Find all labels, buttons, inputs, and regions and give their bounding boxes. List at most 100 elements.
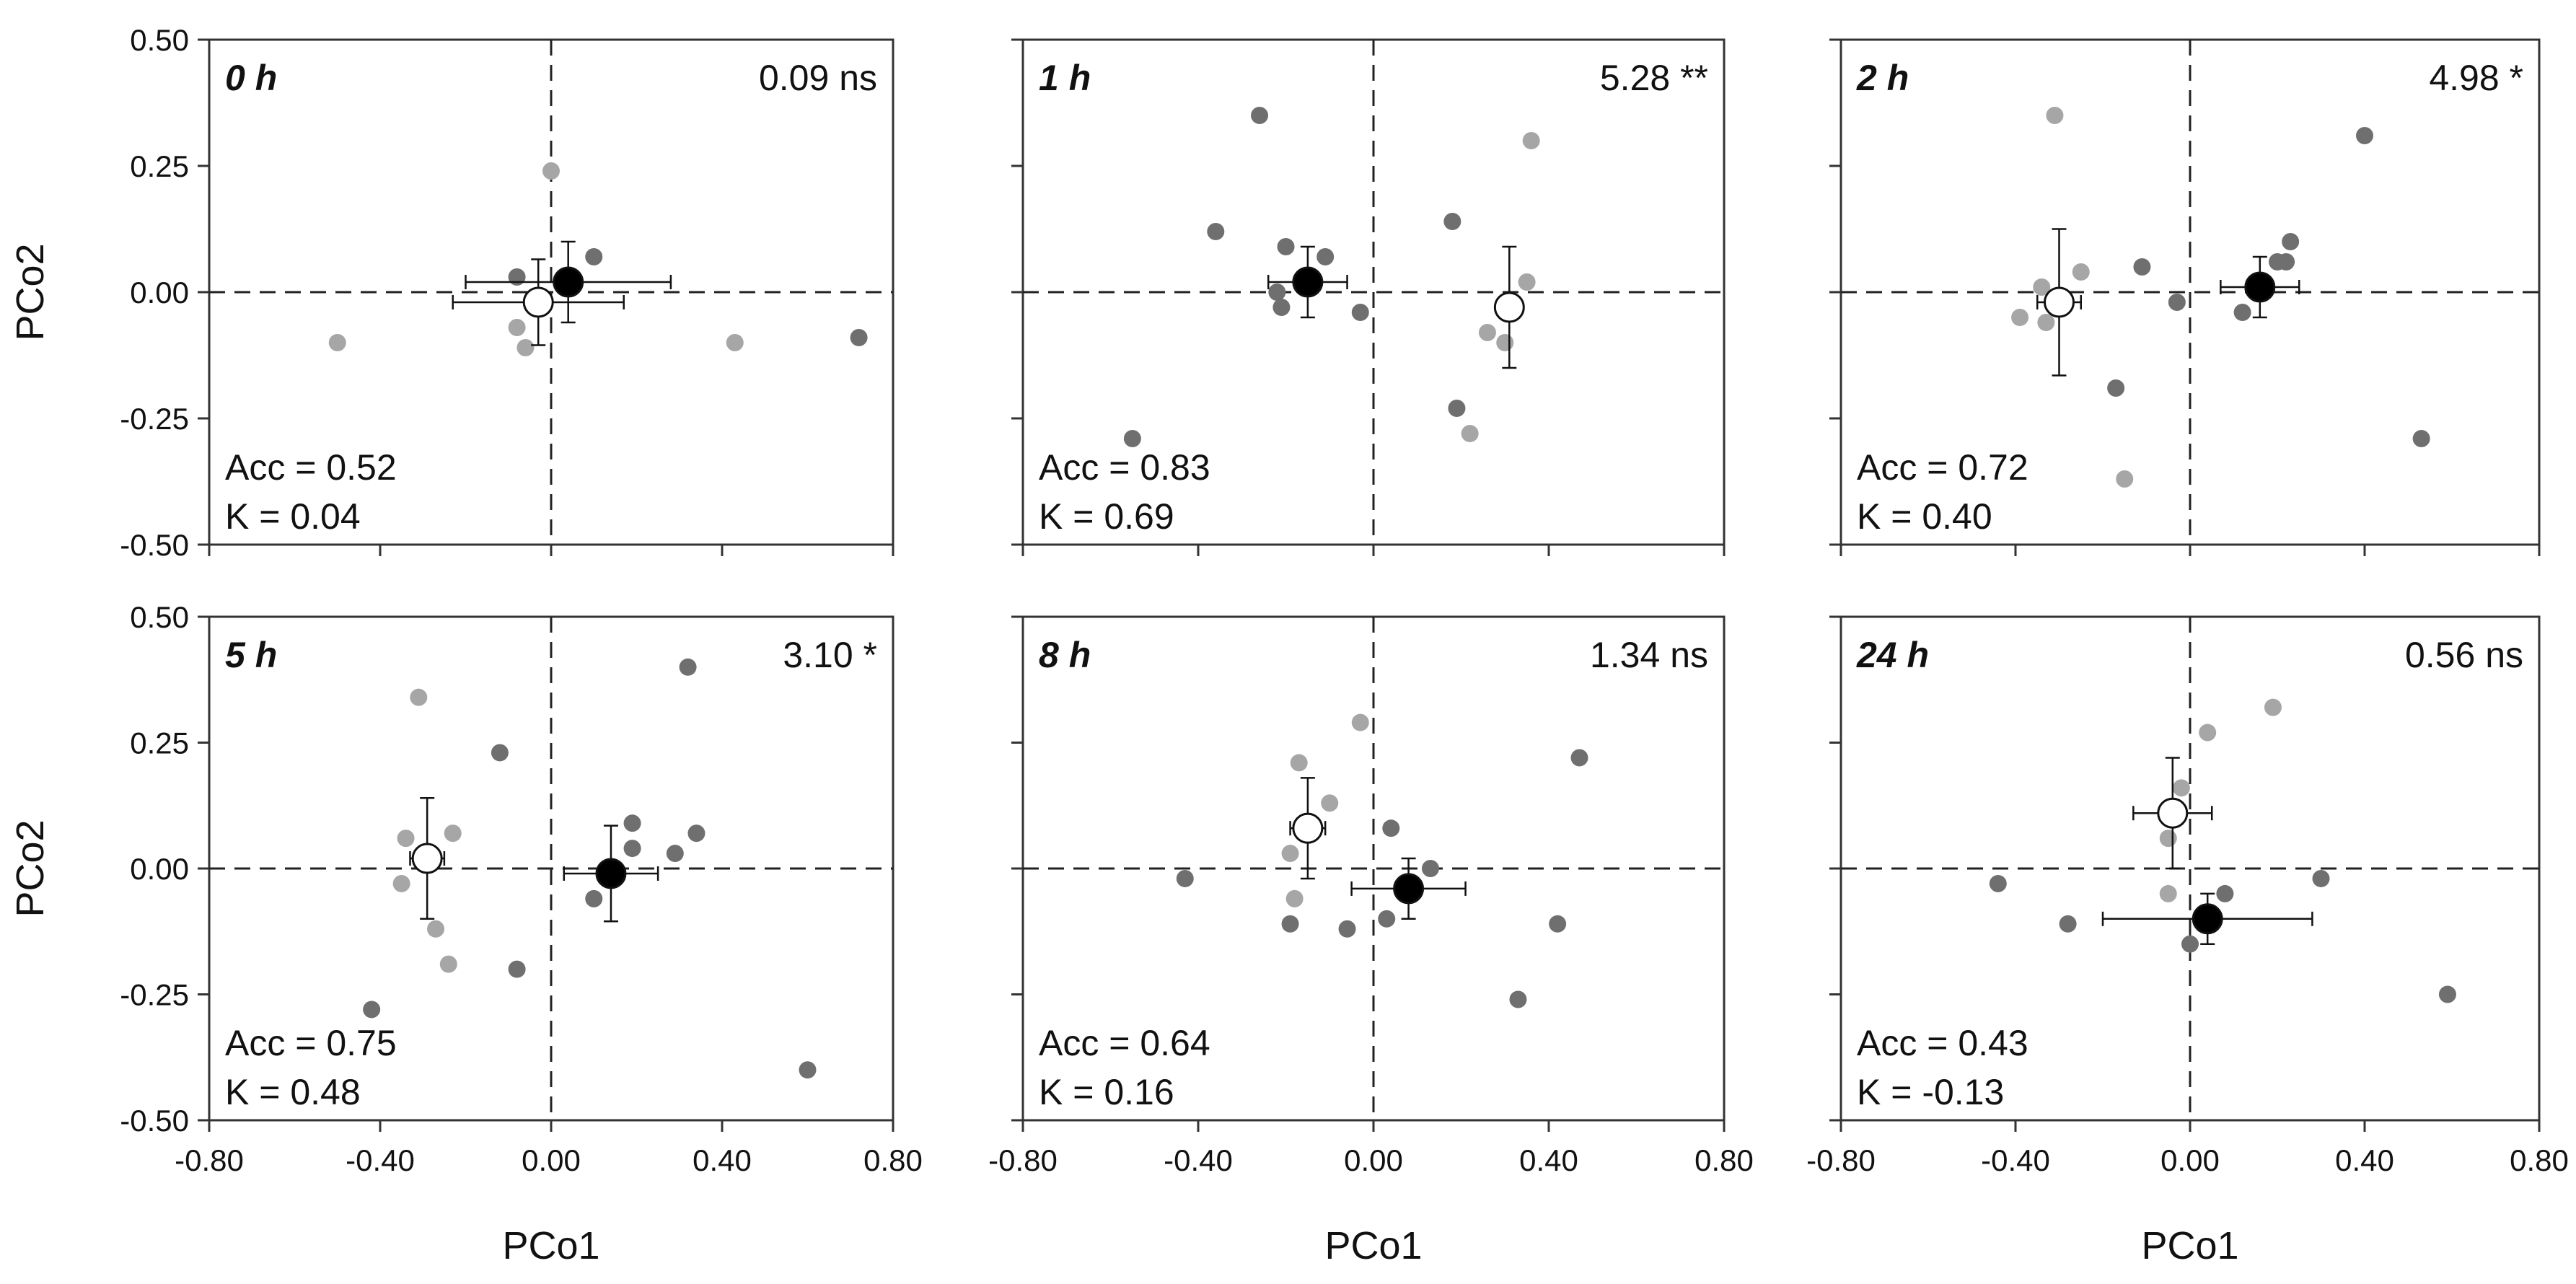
panel-3-x-tick-label: 0.00 (522, 1143, 581, 1177)
panel-2-point-light (2011, 309, 2029, 326)
panel-4-point-dark (1549, 915, 1567, 933)
panel-4-point-dark (1382, 819, 1400, 837)
panel-5-x-tick-label: 0.00 (2160, 1143, 2220, 1177)
panel-2-point-dark (2133, 258, 2151, 276)
panel-3-title: 5 h (225, 635, 277, 675)
panel-0-kappa: K = 0.04 (225, 496, 361, 537)
panel-5-point-light (2159, 830, 2177, 848)
panel-2-point-light (2116, 470, 2134, 488)
panel-0-point-light (508, 319, 526, 336)
panel-3-kappa: K = 0.48 (225, 1072, 361, 1112)
panel-4-centroid-open-marker (1292, 812, 1324, 844)
panel-4-point-light (1321, 794, 1339, 812)
panel-4-point-dark (1509, 990, 1527, 1008)
panel-4-x-tick-label: -0.40 (1164, 1143, 1233, 1177)
panel-3-point-dark (363, 1001, 381, 1019)
panel-3-accuracy: Acc = 0.75 (225, 1023, 397, 1063)
panel-2-stat: 4.98 * (2429, 58, 2523, 98)
panel-2-title: 2 h (1856, 58, 1909, 98)
panel-5-point-dark (1989, 874, 2007, 892)
panel-4-point-dark (1338, 920, 1356, 938)
panel-4-accuracy: Acc = 0.64 (1039, 1023, 1210, 1063)
panel-5-point-dark (2059, 915, 2077, 933)
panel-2-point-light (2072, 263, 2090, 281)
panel-2-point-dark (2412, 430, 2430, 447)
panel-0-y-axis-label: PCo2 (9, 243, 52, 340)
panel-5-point-dark (2438, 985, 2456, 1003)
panel-5-point-dark (2312, 869, 2330, 887)
panel-2-point-dark (2233, 304, 2251, 321)
panel-1-point-dark (1277, 238, 1295, 255)
panel-3-x-tick-label: 0.40 (693, 1143, 752, 1177)
panel-3-y-tick-label: 0.50 (130, 600, 189, 634)
panel-4-x-tick-label: 0.00 (1344, 1143, 1403, 1177)
panel-4-x-tick-label: 0.80 (1694, 1143, 1754, 1177)
panel-3-point-dark (585, 889, 603, 907)
panel-1-point-dark (1123, 430, 1141, 447)
panel-3-x-tick-label: -0.80 (175, 1143, 244, 1177)
panel-1-point-dark (1268, 283, 1286, 301)
panel-3-x-axis-label: PCo1 (502, 1224, 599, 1267)
panel-4-point-light (1351, 713, 1369, 731)
panel-0-y-tick-label: 0.50 (130, 23, 189, 57)
panel-5-title: 24 h (1856, 635, 1929, 675)
panel-0-y-tick-label: -0.25 (120, 402, 189, 436)
panel-2-point-dark (2356, 127, 2373, 144)
panel-0-point-dark (850, 329, 868, 346)
panel-1-stat: 5.28 ** (1600, 58, 1708, 98)
panel-4-x-tick-label: 0.40 (1519, 1143, 1578, 1177)
panel-1-point-light (1522, 132, 1540, 149)
panel-0-point-light (328, 334, 346, 351)
panel-1-point-dark (1443, 213, 1461, 230)
panel-4-point-dark (1281, 915, 1299, 933)
panel-4-x-tick-label: -0.80 (988, 1143, 1058, 1177)
panel-3-point-light (439, 955, 457, 973)
panel-5-x-tick-label: 0.40 (2335, 1143, 2394, 1177)
panel-3-point-dark (687, 825, 705, 843)
panel-3-point-dark (799, 1061, 817, 1079)
panel-0-point-light (516, 339, 535, 356)
panel-1-point-light (1461, 425, 1479, 442)
panel-4-stat: 1.34 ns (1590, 635, 1708, 675)
panel-1-accuracy: Acc = 0.83 (1039, 447, 1210, 488)
panel-2-point-dark (2107, 379, 2125, 397)
panel-2-point-light (2033, 278, 2051, 296)
panel-1-centroid-open-marker (1493, 291, 1525, 323)
panel-3-x-tick-label: -0.40 (346, 1143, 415, 1177)
panel-4-point-light (1290, 754, 1308, 772)
panel-3-point-dark (491, 744, 509, 762)
panel-2-point-dark (2168, 294, 2186, 311)
panel-3-y-axis-label: PCo2 (9, 819, 52, 917)
panel-0-centroid-filled-marker (553, 266, 584, 298)
panel-3-centroid-filled-marker (595, 858, 627, 889)
panel-0-point-dark (585, 248, 603, 265)
panel-2-point-light (2046, 107, 2064, 124)
panel-0-centroid-open-marker (522, 286, 554, 318)
panel-5-point-dark (2181, 935, 2199, 953)
panel-5-point-light (2264, 698, 2282, 716)
panel-3-x-tick-label: 0.80 (863, 1143, 923, 1177)
panel-3-point-light (397, 830, 415, 848)
panel-2-centroid-filled-marker (2244, 271, 2276, 303)
panel-3-point-dark (623, 840, 641, 858)
panel-5-point-light (2199, 724, 2217, 742)
panel-3-y-tick-label: -0.25 (120, 978, 189, 1012)
panel-4-point-dark (1421, 860, 1439, 877)
panel-3-point-dark (679, 658, 697, 676)
panel-4-title: 8 h (1039, 635, 1091, 675)
panel-1-kappa: K = 0.69 (1039, 496, 1174, 537)
panel-0-point-light (542, 162, 560, 180)
panel-1-point-dark (1316, 248, 1335, 265)
panel-5-point-light (2159, 884, 2177, 902)
panel-5-point-dark (2216, 884, 2234, 902)
panel-1-centroid-filled-marker (1292, 266, 1324, 298)
panel-5-stat: 0.56 ns (2405, 635, 2523, 675)
panel-3-point-dark (666, 845, 684, 863)
panel-3-y-tick-label: -0.50 (120, 1104, 189, 1138)
panel-1-point-dark (1207, 223, 1225, 240)
panel-3-point-light (392, 874, 410, 892)
panel-4-point-light (1285, 889, 1304, 907)
panel-5-x-tick-label: 0.80 (2510, 1143, 2569, 1177)
